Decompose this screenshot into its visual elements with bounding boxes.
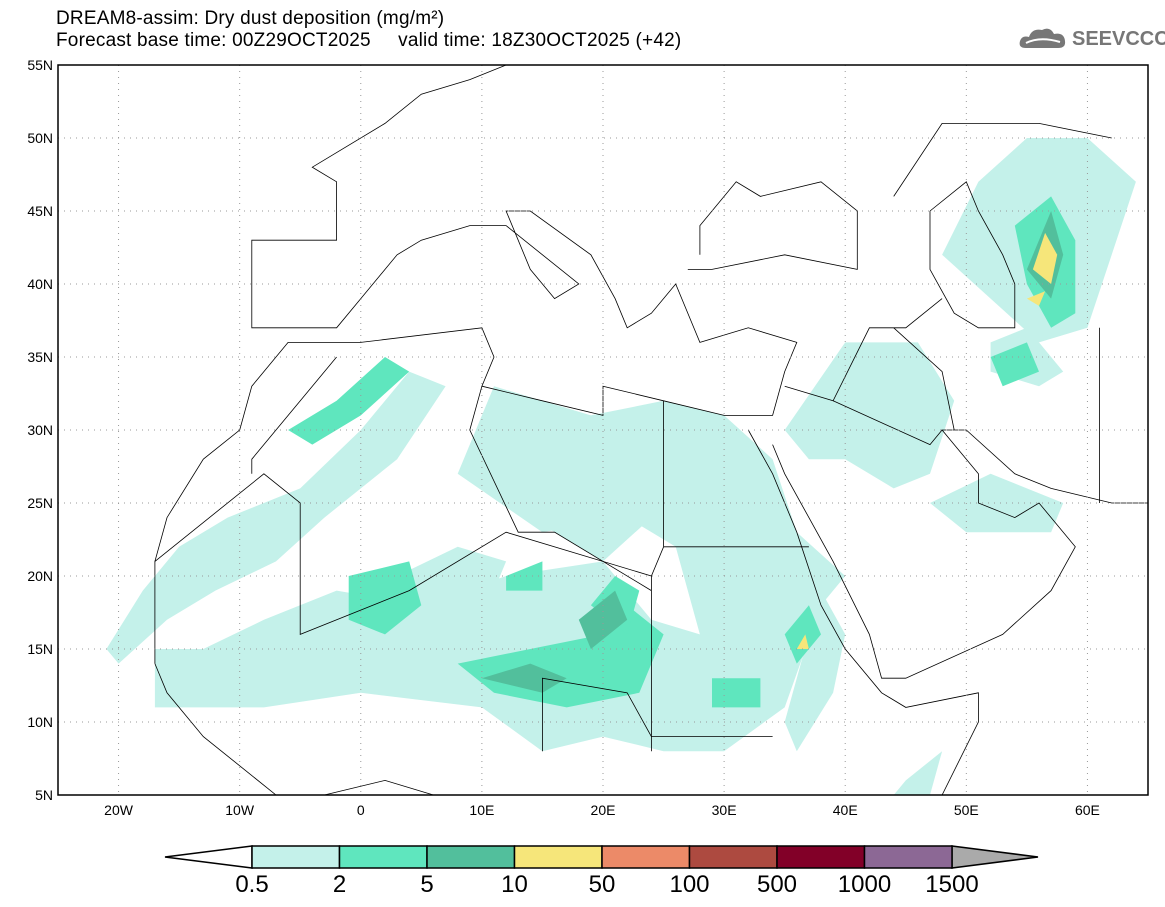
dust-contour-0.5 xyxy=(481,430,652,562)
dust-contour-0.5 xyxy=(397,546,507,635)
axis-labels: 20W 10W 0 10E 20E 30E 40E 50E 60E 55N 50N 45N 40N 35N… xyxy=(27,57,1100,818)
lon-label: 10E xyxy=(469,802,494,818)
boundary-line xyxy=(772,429,1148,679)
seevccc-logo: SEEVCCC xyxy=(1018,26,1165,52)
colorbar-label: 1000 xyxy=(838,871,891,898)
lat-label: 50N xyxy=(27,130,53,146)
colorbar-swatch xyxy=(338,845,428,869)
dust-contour-0.5 xyxy=(784,590,846,752)
boundary-line xyxy=(687,181,858,270)
colorbar-label: 100 xyxy=(669,871,709,898)
colorbar-label: 2 xyxy=(333,871,346,898)
lon-label: 20E xyxy=(591,802,616,818)
logo-text: SEEVCCC xyxy=(1072,27,1165,50)
boundary-line xyxy=(893,123,1112,197)
dust-contour-5 xyxy=(481,663,567,693)
dust-contour-0.5 xyxy=(784,342,955,489)
dust-contour-2 xyxy=(348,561,422,635)
colorbar-swatch xyxy=(513,845,603,869)
lat-label: 5N xyxy=(35,787,53,803)
lat-label: 25N xyxy=(27,495,53,511)
colorbar-under-arrow xyxy=(164,845,253,869)
lat-label: 45N xyxy=(27,203,53,219)
colorbar-label: 5 xyxy=(420,871,433,898)
colorbar-swatch xyxy=(426,845,516,869)
lat-label: 30N xyxy=(27,422,53,438)
boundary-line xyxy=(469,386,652,591)
dust-contour-0.5 xyxy=(930,473,1064,533)
dust-contour-0.5 xyxy=(154,386,846,752)
colorbar-swatch xyxy=(688,845,778,869)
lon-label: 0 xyxy=(357,802,365,818)
boundary-line xyxy=(893,327,955,431)
dust-contour-2 xyxy=(506,561,543,591)
forecast-times: Forecast base time: 00Z29OCT2025 valid t… xyxy=(56,30,682,51)
dust-contour-10 xyxy=(1032,232,1058,284)
boundary-line xyxy=(542,677,773,752)
dust-contour-2 xyxy=(990,342,1039,387)
lat-label: 15N xyxy=(27,641,53,657)
lon-label: 10W xyxy=(225,802,255,818)
map-frame xyxy=(57,64,1149,796)
cloud-icon xyxy=(1019,28,1066,48)
colorbar-over-arrow xyxy=(951,845,1039,869)
colorbar-label: 10 xyxy=(501,871,528,898)
dust-contour-2 xyxy=(712,678,761,708)
lon-label: 30E xyxy=(712,802,737,818)
lon-label: 20W xyxy=(104,802,134,818)
lon-label: 50E xyxy=(954,802,979,818)
colorbar-label: 500 xyxy=(757,871,797,898)
chart-title: DREAM8-assim: Dry dust deposition (mg/m²… xyxy=(56,8,445,29)
boundary-line xyxy=(832,400,943,446)
dust-contour-10 xyxy=(1026,291,1046,306)
lat-label: 40N xyxy=(27,276,53,292)
lat-label: 55N xyxy=(27,57,53,73)
lon-label: 40E xyxy=(833,802,858,818)
dust-contour-5 xyxy=(578,590,628,649)
dust-contour-0.5 xyxy=(893,751,943,795)
colorbar-label: 0.5 xyxy=(235,871,268,898)
dust-field xyxy=(106,138,1136,795)
boundary-line xyxy=(154,663,434,795)
lat-label: 35N xyxy=(27,349,53,365)
lat-label: 20N xyxy=(27,568,53,584)
boundary-line xyxy=(154,400,664,635)
lon-label: 60E xyxy=(1075,802,1100,818)
dust-contour-2 xyxy=(784,605,821,664)
colorbar-swatch xyxy=(601,845,691,869)
colorbar-swatch xyxy=(863,845,953,869)
boundary-line xyxy=(784,298,943,402)
dust-contour-10 xyxy=(796,634,809,649)
lat-label: 10N xyxy=(27,714,53,730)
coastlines-borders xyxy=(154,65,1148,795)
boundary-line xyxy=(154,65,798,664)
dust-contour-0.5 xyxy=(106,371,446,664)
colorbar-label: 50 xyxy=(589,871,616,898)
colorbar-swatch xyxy=(776,845,866,869)
dust-contour-2 xyxy=(288,357,410,445)
colorbar-swatch xyxy=(251,845,341,869)
colorbar: 0.5 2 5 10 50 100 500 1000 1500 xyxy=(164,845,1039,898)
colorbar-label: 1500 xyxy=(925,871,978,898)
boundary-line xyxy=(251,356,337,474)
boundary-line xyxy=(929,181,1016,329)
